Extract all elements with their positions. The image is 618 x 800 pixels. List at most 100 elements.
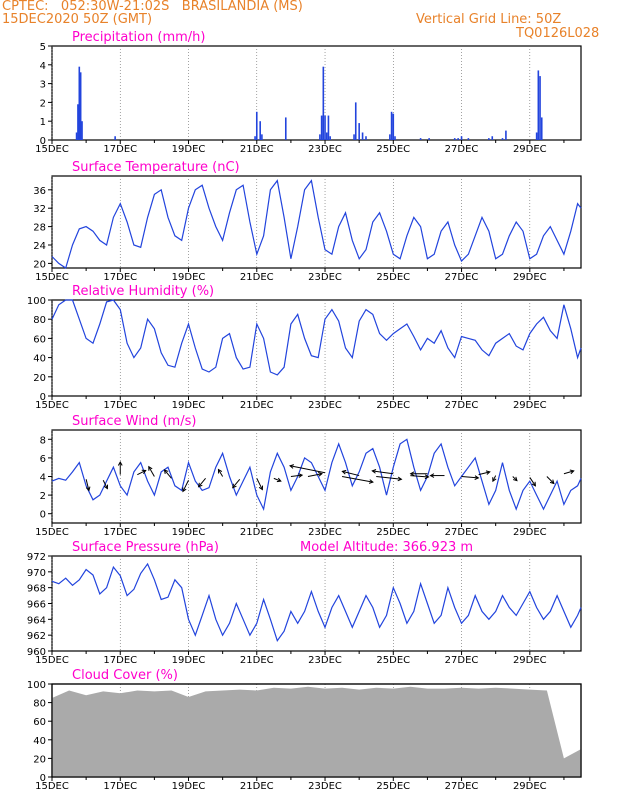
precipitation-xtick-label: 27DEC bbox=[445, 144, 479, 155]
precipitation-bar bbox=[320, 115, 323, 140]
wind-arrow-head bbox=[318, 472, 323, 477]
precipitation-bar bbox=[254, 136, 256, 140]
wind-ytick-label: 0 bbox=[40, 510, 46, 521]
precipitation-bar bbox=[467, 138, 470, 140]
precipitation-ytick-label: 2 bbox=[40, 98, 46, 109]
wind-arrow bbox=[492, 475, 497, 482]
temperature-ytick-label: 28 bbox=[33, 223, 46, 234]
header-line1-right: Vertical Grid Line: 50Z bbox=[416, 12, 562, 27]
precipitation-bar bbox=[539, 76, 541, 140]
temperature-ytick-label: 20 bbox=[33, 259, 46, 270]
precipitation-bar bbox=[392, 113, 395, 140]
precipitation-bar bbox=[361, 132, 364, 140]
wind-arrow-head bbox=[85, 486, 91, 492]
cloud-cover-xtick-label: 21DEC bbox=[240, 781, 274, 792]
humidity-ytick-label: 20 bbox=[33, 373, 46, 384]
wind-arrow-head bbox=[531, 481, 536, 487]
precipitation-xtick-label: 15DEC bbox=[35, 144, 69, 155]
temperature-xtick-label: 25DEC bbox=[376, 272, 410, 283]
pressure-ytick-label: 970 bbox=[27, 568, 46, 579]
cloud-cover-frame-top bbox=[51, 683, 582, 778]
wind-arrow-head bbox=[232, 483, 237, 489]
precipitation-bar bbox=[77, 104, 79, 140]
precipitation-bar bbox=[325, 132, 328, 140]
wind-arrow bbox=[563, 470, 574, 475]
wind-arrow-head bbox=[148, 465, 153, 471]
wind-arrow bbox=[148, 466, 155, 477]
precipitation-bar bbox=[501, 138, 504, 140]
precipitation-bar bbox=[255, 111, 258, 140]
cloud-cover-title: Cloud Cover (%) bbox=[72, 668, 178, 683]
temperature-xtick-label: 19DEC bbox=[172, 272, 206, 283]
wind-arrow bbox=[218, 469, 224, 477]
wind-xtick-label: 25DEC bbox=[376, 527, 410, 538]
precipitation-ytick-label: 0 bbox=[40, 136, 46, 147]
precipitation-ytick-label: 5 bbox=[40, 42, 46, 53]
wind-arrow-head bbox=[163, 469, 169, 474]
wind-arrow bbox=[307, 473, 323, 477]
precipitation-bar bbox=[353, 134, 355, 140]
precipitation-bar bbox=[428, 138, 430, 140]
pressure-xtick-label: 25DEC bbox=[376, 655, 410, 666]
precipitation-bar bbox=[354, 102, 357, 140]
temperature-line bbox=[51, 179, 582, 269]
wind-arrow-head bbox=[371, 469, 377, 474]
cloud-cover-area bbox=[52, 686, 581, 777]
wind-xtick-label: 23DEC bbox=[308, 527, 342, 538]
pressure-ytick-label: 968 bbox=[27, 584, 46, 595]
humidity-xtick-label: 17DEC bbox=[103, 400, 137, 411]
humidity-xtick-label: 21DEC bbox=[240, 400, 274, 411]
precipitation-ytick-label: 1 bbox=[40, 117, 46, 128]
precipitation-xtick-label: 19DEC bbox=[172, 144, 206, 155]
cloud-cover-ytick-label: 60 bbox=[33, 717, 46, 728]
humidity-xtick-label: 27DEC bbox=[445, 400, 479, 411]
wind-xtick-label: 15DEC bbox=[35, 527, 69, 538]
header-line1-left: CPTEC: 052:30W-21:02S BRASILANDIA (MS) bbox=[2, 0, 303, 14]
cloud-cover-xtick-label: 15DEC bbox=[35, 781, 69, 792]
wind-arrow-head bbox=[197, 482, 203, 488]
wind-arrow bbox=[461, 476, 479, 479]
temperature-ytick-label: 36 bbox=[33, 186, 46, 197]
precipitation-frame bbox=[51, 45, 582, 141]
wind-arrow bbox=[410, 475, 429, 478]
temperature-xtick-label: 27DEC bbox=[445, 272, 479, 283]
temperature-title: Surface Temperature (nC) bbox=[72, 160, 240, 175]
precipitation-bar bbox=[535, 132, 538, 140]
pressure-ytick-label: 966 bbox=[27, 600, 46, 611]
precipitation-bar bbox=[261, 134, 263, 140]
wind-arrow bbox=[342, 470, 360, 477]
pressure-xtick-label: 27DEC bbox=[445, 655, 479, 666]
wind-arrow-head bbox=[368, 479, 374, 484]
pressure-xtick-label: 21DEC bbox=[240, 655, 274, 666]
wind-arrow bbox=[529, 477, 536, 487]
cloud-cover-ytick-label: 40 bbox=[33, 736, 46, 747]
wind-arrow-head bbox=[474, 475, 480, 480]
wind-xtick-label: 29DEC bbox=[513, 527, 547, 538]
precipitation-bar bbox=[259, 121, 261, 140]
humidity-xtick-label: 19DEC bbox=[172, 400, 206, 411]
humidity-ytick-label: 40 bbox=[33, 354, 46, 365]
wind-arrow-head bbox=[409, 471, 415, 477]
humidity-ytick-label: 0 bbox=[40, 392, 46, 403]
cloud-cover-ytick-label: 80 bbox=[33, 699, 46, 710]
cloud-cover-ytick-label: 100 bbox=[27, 680, 46, 691]
wind-frame bbox=[51, 429, 582, 524]
precipitation-xtick-label: 17DEC bbox=[103, 144, 137, 155]
wind-arrow bbox=[85, 479, 90, 491]
temperature-xtick-label: 17DEC bbox=[103, 272, 137, 283]
wind-xtick-label: 21DEC bbox=[240, 527, 274, 538]
wind-arrow bbox=[478, 471, 490, 476]
precipitation-ytick-label: 4 bbox=[40, 61, 46, 72]
precipitation-bar bbox=[390, 111, 393, 140]
precipitation-bar bbox=[537, 70, 540, 140]
humidity-line bbox=[51, 299, 582, 376]
cloud-cover-xtick-label: 25DEC bbox=[376, 781, 410, 792]
pressure-xtick-label: 15DEC bbox=[35, 655, 69, 666]
precipitation-bar bbox=[324, 115, 326, 140]
wind-arrow-head bbox=[298, 473, 304, 478]
temperature-xtick-label: 23DEC bbox=[308, 272, 342, 283]
wind-ytick-label: 2 bbox=[40, 491, 46, 502]
wind-arrow-head bbox=[512, 476, 518, 482]
precipitation-bar bbox=[389, 134, 391, 140]
humidity-xtick-label: 29DEC bbox=[513, 400, 547, 411]
